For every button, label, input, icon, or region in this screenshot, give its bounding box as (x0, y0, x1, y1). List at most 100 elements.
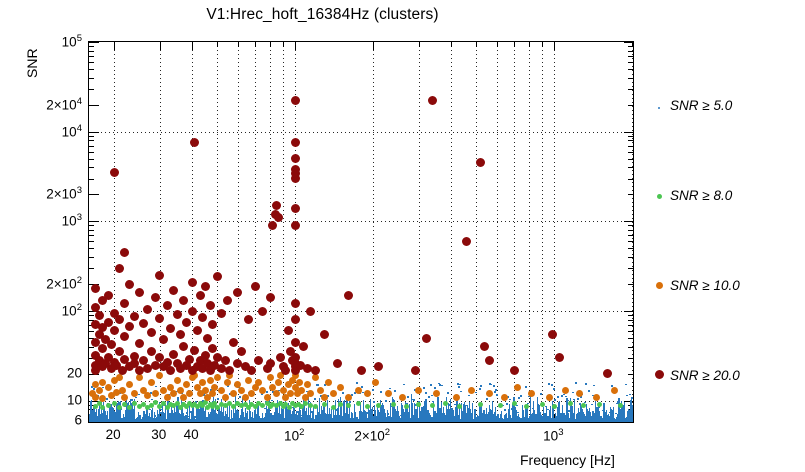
data-point (431, 394, 433, 397)
y-axis-tick (628, 338, 633, 340)
data-point (338, 400, 340, 403)
x-axis-tick (632, 42, 633, 47)
legend-item-2[interactable]: SNR ≥ 8.0 (648, 184, 805, 206)
data-point (305, 411, 307, 422)
legend-label: SNR ≥ 10.0 (670, 277, 740, 293)
data-point (545, 416, 547, 422)
y-axis-tick (89, 61, 94, 63)
data-point (532, 407, 534, 410)
data-point (264, 401, 270, 407)
data-point (146, 406, 148, 422)
data-point (439, 408, 441, 422)
data-point (595, 400, 597, 422)
legend-item-4[interactable]: SNR ≥ 20.0 (648, 364, 805, 386)
data-point (100, 359, 110, 368)
data-point (143, 304, 153, 314)
data-point (171, 403, 177, 409)
data-point (105, 403, 111, 409)
data-point (287, 410, 289, 422)
data-point (375, 411, 377, 422)
data-point (165, 404, 167, 422)
data-point (471, 415, 473, 418)
y-axis-tick (628, 230, 633, 232)
data-point (384, 418, 386, 422)
data-point (246, 418, 248, 422)
y-axis-tick (628, 268, 633, 270)
data-point (495, 407, 497, 422)
data-point (468, 409, 470, 422)
data-point (120, 354, 130, 364)
data-point (189, 402, 195, 408)
data-point (218, 386, 226, 394)
data-point (625, 417, 627, 422)
data-point (434, 386, 436, 389)
data-point (116, 374, 124, 382)
x-axis-tick (192, 42, 194, 50)
data-point (98, 395, 106, 403)
y-axis-tick (628, 135, 633, 137)
y-axis-tick (628, 55, 633, 57)
data-point (441, 401, 443, 422)
data-point (289, 407, 291, 422)
data-point (275, 403, 277, 422)
data-point (91, 337, 101, 347)
data-point (211, 401, 214, 422)
data-point (99, 404, 101, 422)
data-point (371, 408, 373, 422)
data-point (223, 403, 229, 409)
data-point (546, 417, 548, 422)
data-point (97, 408, 99, 422)
y-axis-tick (624, 311, 633, 313)
data-point (282, 418, 284, 422)
data-point (581, 405, 583, 422)
data-point (97, 323, 107, 333)
data-point (446, 409, 448, 411)
data-point (109, 308, 119, 318)
data-point (91, 399, 93, 422)
data-point (384, 409, 386, 422)
data-point (166, 384, 174, 392)
legend-label: SNR ≥ 5.0 (670, 97, 733, 113)
data-point (208, 320, 218, 330)
data-point (241, 393, 249, 401)
data-point (93, 404, 99, 410)
data-point (409, 404, 411, 422)
data-point (512, 406, 514, 408)
data-point (266, 415, 268, 422)
y-axis-tick (628, 140, 633, 142)
data-point (191, 411, 193, 422)
data-point (152, 390, 160, 398)
data-point (427, 415, 429, 422)
data-point (481, 414, 483, 422)
data-point (121, 393, 129, 401)
data-point (438, 382, 440, 385)
y-axis-tick (89, 151, 94, 153)
data-point (621, 401, 623, 422)
data-point (126, 381, 134, 389)
data-point (229, 337, 239, 347)
data-point (460, 418, 462, 422)
data-point (147, 347, 157, 357)
y-axis-tick (624, 400, 633, 402)
data-point (361, 411, 363, 422)
legend-item-1[interactable]: SNR ≥ 5.0 (648, 94, 805, 116)
data-point (372, 389, 374, 392)
data-point (302, 407, 304, 422)
data-point (257, 416, 259, 422)
data-point (591, 403, 593, 406)
legend-item-3[interactable]: SNR ≥ 10.0 (648, 274, 805, 296)
data-point (269, 417, 271, 422)
gridline-horizontal (89, 311, 633, 313)
data-point (439, 384, 441, 386)
data-point (198, 363, 208, 373)
data-point (317, 383, 319, 386)
data-point (298, 386, 306, 394)
data-point (250, 281, 260, 291)
data-point (283, 326, 293, 336)
data-point (95, 411, 97, 422)
data-point (290, 154, 300, 164)
data-point (301, 414, 303, 417)
data-point (353, 418, 355, 422)
data-point (373, 415, 375, 422)
data-point (414, 402, 416, 422)
